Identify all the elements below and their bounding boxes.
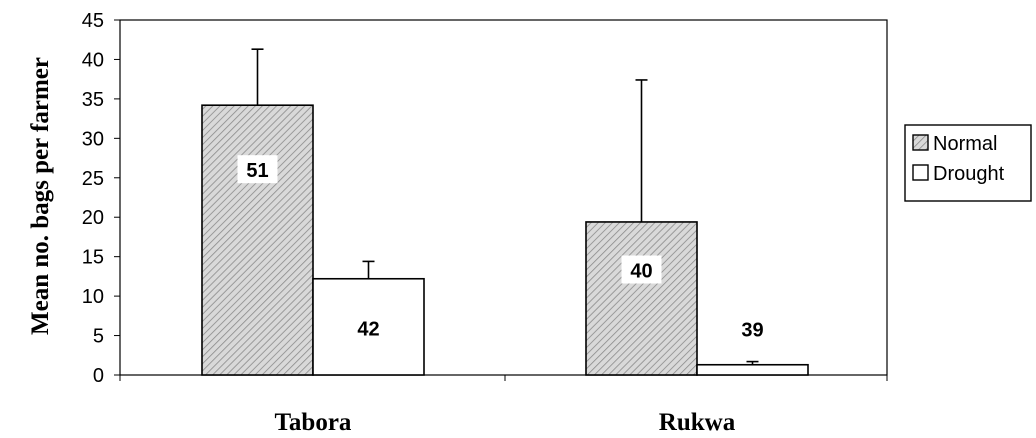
y-axis: 0 5 10 15 20 25 30 35 40 45	[82, 10, 120, 387]
y-tick-label: 15	[82, 247, 104, 269]
y-axis-label: Mean no. bags per farmer	[27, 57, 54, 335]
y-tick-label: 45	[82, 10, 104, 32]
y-tick-label: 5	[93, 326, 104, 348]
plot-area	[119, 19, 888, 376]
x-tick-label: Tabora	[275, 409, 352, 436]
data-label: 42	[357, 319, 379, 341]
bar-normal	[201, 104, 314, 376]
y-tick-label: 0	[93, 365, 104, 387]
data-label: 51	[246, 160, 268, 182]
data-label-bg	[237, 155, 278, 184]
bar-normal	[585, 221, 698, 376]
data-label-bg	[621, 255, 662, 284]
y-tick-label: 10	[82, 286, 104, 308]
legend-swatch-normal	[912, 134, 929, 151]
x-axis: Tabora Rukwa	[119, 375, 888, 436]
y-tick-label: 20	[82, 207, 104, 229]
bars: 51 40 42 39	[201, 48, 809, 376]
x-tick-label: Rukwa	[659, 409, 736, 436]
y-tick-label: 40	[82, 49, 104, 71]
data-label: 40	[630, 261, 652, 283]
bar-drought	[696, 363, 809, 376]
y-tick-label: 25	[82, 168, 104, 190]
y-tick-label: 35	[82, 89, 104, 111]
legend-label: Drought	[933, 163, 1005, 185]
legend-label: Normal	[933, 133, 997, 155]
bar-drought	[312, 277, 425, 376]
data-label: 39	[741, 320, 763, 342]
legend: Normal Drought	[904, 124, 1032, 202]
y-tick-label: 30	[82, 128, 104, 150]
legend-swatch-drought	[912, 164, 929, 181]
